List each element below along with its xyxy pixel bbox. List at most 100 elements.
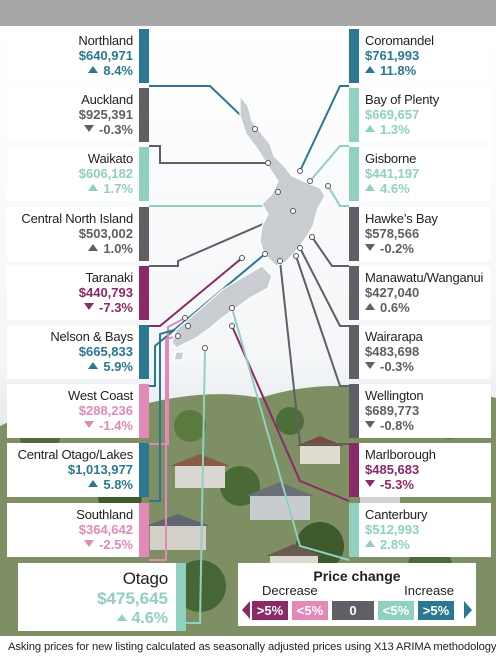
region-name: Auckland	[81, 92, 133, 108]
region-name: Central North Island	[21, 210, 133, 226]
region-change: -0.2%	[365, 241, 487, 257]
region-name: Wellington	[365, 388, 424, 404]
region-price: $578,566	[365, 225, 420, 241]
legend-right-arrow-icon	[464, 601, 472, 619]
region-change: 1.7%	[11, 181, 133, 197]
region-price: $665,833	[78, 344, 133, 359]
category-strip	[349, 88, 359, 143]
region-change-value: 8.4%	[103, 63, 133, 78]
category-strip	[349, 443, 359, 498]
legend-decrease-label: Decrease	[262, 583, 318, 598]
region-change-value: -0.3%	[99, 122, 133, 138]
arrow-up-icon	[365, 302, 375, 310]
region-card: Canterbury $512,993 2.8%	[349, 502, 491, 557]
category-strip	[139, 443, 149, 498]
category-strip	[349, 384, 359, 439]
region-name: Hawke’s Bay	[365, 210, 438, 226]
region-card: Gisborne $441,197 4.6%	[349, 147, 491, 202]
region-change-value: -0.8%	[380, 418, 414, 434]
region-price: $364,642	[78, 521, 133, 537]
region-change-value: 11.8%	[380, 63, 417, 78]
arrow-down-icon	[84, 539, 95, 547]
region-change-value: 1.3%	[380, 122, 410, 138]
legend-left-arrow-icon	[242, 601, 250, 619]
region-change-value: -2.5%	[99, 536, 133, 552]
region-card: Northland $640,971 8.4%	[7, 29, 149, 83]
category-strip	[349, 502, 359, 557]
region-change: 8.4%	[11, 63, 133, 79]
region-change: 1.3%	[365, 122, 487, 138]
region-change-value: 1.7%	[103, 181, 133, 197]
region-price: $512,993	[365, 521, 420, 537]
arrow-up-icon	[365, 539, 375, 547]
region-change-value: -5.3%	[380, 477, 414, 493]
region-name: Northland	[78, 33, 133, 48]
category-strip	[349, 206, 359, 261]
category-strip	[139, 265, 149, 320]
region-change-value: 1.0%	[103, 240, 133, 256]
top-bar	[0, 0, 496, 26]
region-price: $503,002	[78, 225, 133, 241]
region-change: 0.6%	[365, 300, 487, 316]
region-change: 1.0%	[11, 241, 133, 257]
arrow-down-icon	[365, 243, 375, 251]
category-strip	[139, 384, 149, 439]
arrow-down-icon	[84, 302, 95, 310]
category-strip	[139, 325, 149, 379]
region-price: $440,793	[78, 284, 133, 300]
region-name: Nelson & Bays	[50, 329, 133, 344]
region-card: West Coast $288,236 -1.4%	[7, 384, 149, 439]
region-change: 2.8%	[365, 537, 487, 553]
region-card: Taranaki $440,793 -7.3%	[7, 265, 149, 320]
arrow-up-icon	[88, 243, 99, 251]
arrow-up-icon	[365, 66, 375, 73]
region-price: $475,645	[97, 589, 168, 608]
region-price: $925,391	[78, 107, 133, 123]
category-strip	[139, 502, 149, 557]
region-change-value: 5.9%	[103, 359, 133, 374]
region-change-value: -7.3%	[99, 299, 133, 315]
region-name: Otago	[122, 569, 169, 588]
legend-increase-label: Increase	[404, 583, 454, 598]
arrow-down-icon	[365, 421, 375, 429]
arrow-up-icon	[365, 184, 375, 192]
region-change: 4.6%	[18, 609, 168, 629]
region-name: Southland	[76, 506, 133, 522]
region-card: Auckland $925,391 -0.3%	[7, 88, 149, 143]
region-card: Hawke’s Bay $578,566 -0.2%	[349, 206, 491, 261]
region-card: Wairarapa $483,698 -0.3%	[349, 325, 491, 379]
arrow-up-icon	[116, 614, 127, 621]
category-strip	[349, 29, 359, 83]
legend-swatch: 0	[332, 601, 374, 620]
legend-swatch: <5%	[292, 601, 328, 620]
region-card: Marlborough $485,683 -5.3%	[349, 443, 491, 498]
region-card: Southland $364,642 -2.5%	[7, 502, 149, 557]
region-change: -0.3%	[365, 359, 487, 375]
region-name: Taranaki	[85, 269, 133, 285]
region-change: -0.3%	[11, 122, 133, 138]
region-card: Nelson & Bays $665,833 5.9%	[7, 325, 149, 379]
region-name: West Coast	[68, 388, 133, 404]
arrow-up-icon	[88, 480, 99, 488]
price-change-legend: Price change Decrease Increase >5% <5% 0 <5…	[238, 563, 476, 626]
category-strip	[349, 147, 359, 202]
category-strip	[176, 563, 186, 631]
stewart-island	[173, 351, 185, 361]
legend-title: Price change	[313, 568, 401, 584]
region-name: Waikato	[87, 151, 133, 167]
category-strip	[349, 325, 359, 379]
region-change: -5.3%	[365, 477, 487, 493]
region-change: 5.9%	[11, 359, 133, 375]
region-change: -7.3%	[11, 300, 133, 316]
region-card: Manawatu/Wanganui $427,040 0.6%	[349, 265, 491, 320]
arrow-down-icon	[84, 125, 95, 133]
region-change: 5.8%	[11, 477, 133, 493]
region-name: Marlborough	[365, 447, 436, 463]
arrow-down-icon	[84, 421, 95, 429]
region-price: $689,773	[365, 403, 420, 419]
nz-map	[171, 94, 326, 361]
region-change-value: -0.3%	[380, 359, 414, 374]
region-change: -2.5%	[11, 537, 133, 553]
arrow-up-icon	[88, 184, 99, 192]
region-price: $761,993	[365, 48, 420, 63]
